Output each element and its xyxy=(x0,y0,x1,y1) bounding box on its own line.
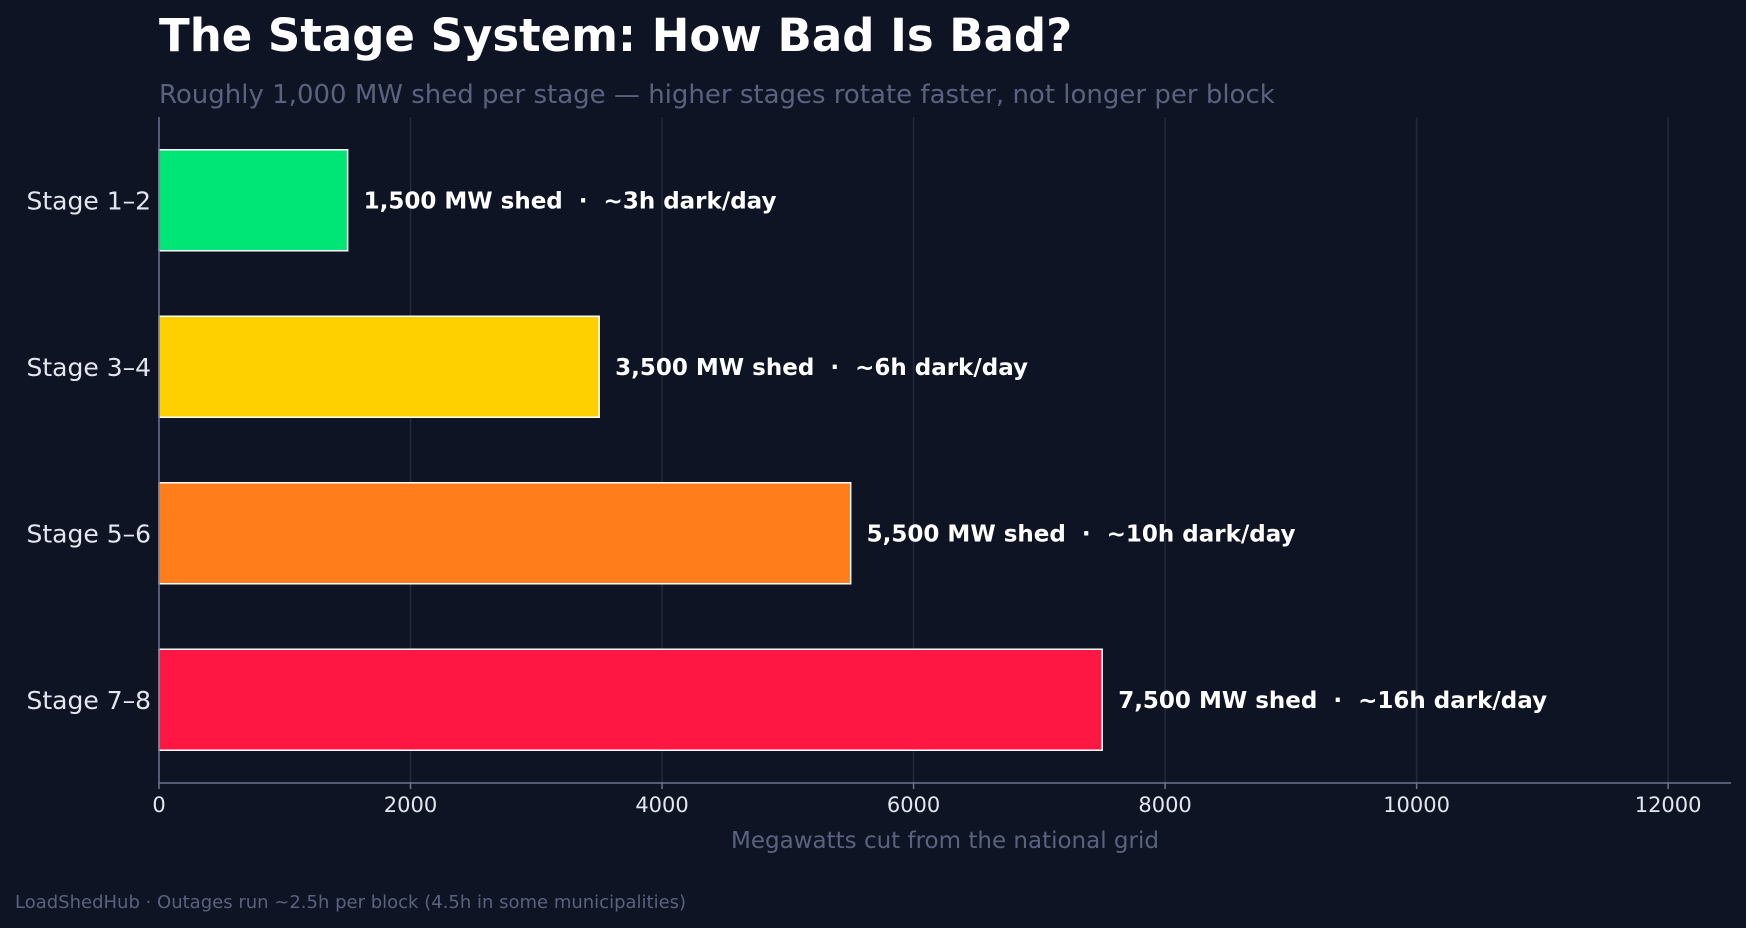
bars xyxy=(158,149,1103,751)
bar-data-label: 3,500 MW shed · ~6h dark/day xyxy=(615,355,1028,381)
category-label: Stage 5–6 xyxy=(27,519,152,548)
footer-note: LoadShedHub · Outages run ~2.5h per bloc… xyxy=(15,892,686,913)
chart-title: The Stage System: How Bad Is Bad? xyxy=(159,9,1072,62)
bar xyxy=(158,315,600,418)
x-tick-label: 0 xyxy=(152,793,165,817)
axes xyxy=(158,117,1731,789)
bar-data-label: 1,500 MW shed · ~3h dark/day xyxy=(364,188,777,214)
category-label: Stage 1–2 xyxy=(27,186,152,215)
bar xyxy=(158,482,852,585)
x-tick-label: 8000 xyxy=(1138,793,1191,817)
bar-data-label: 7,500 MW shed · ~16h dark/day xyxy=(1118,688,1547,714)
category-label: Stage 7–8 xyxy=(27,686,152,715)
x-tick-label: 2000 xyxy=(384,793,437,817)
bar-data-label: 5,500 MW shed · ~10h dark/day xyxy=(867,521,1296,547)
x-tick-label: 10000 xyxy=(1383,793,1450,817)
x-tick-label: 12000 xyxy=(1635,793,1702,817)
bar xyxy=(158,648,1103,751)
labels: 0 2000 4000 6000 8000 10000 12000 Stage 1–2 1,50… xyxy=(27,186,1702,817)
chart-subtitle: Roughly 1,000 MW shed per stage — higher… xyxy=(159,80,1275,110)
category-label: Stage 3–4 xyxy=(27,353,152,382)
x-tick-label: 6000 xyxy=(887,793,940,817)
x-axis-label: Megawatts cut from the national grid xyxy=(731,828,1159,854)
x-tick-label: 4000 xyxy=(635,793,688,817)
bar xyxy=(158,149,349,252)
